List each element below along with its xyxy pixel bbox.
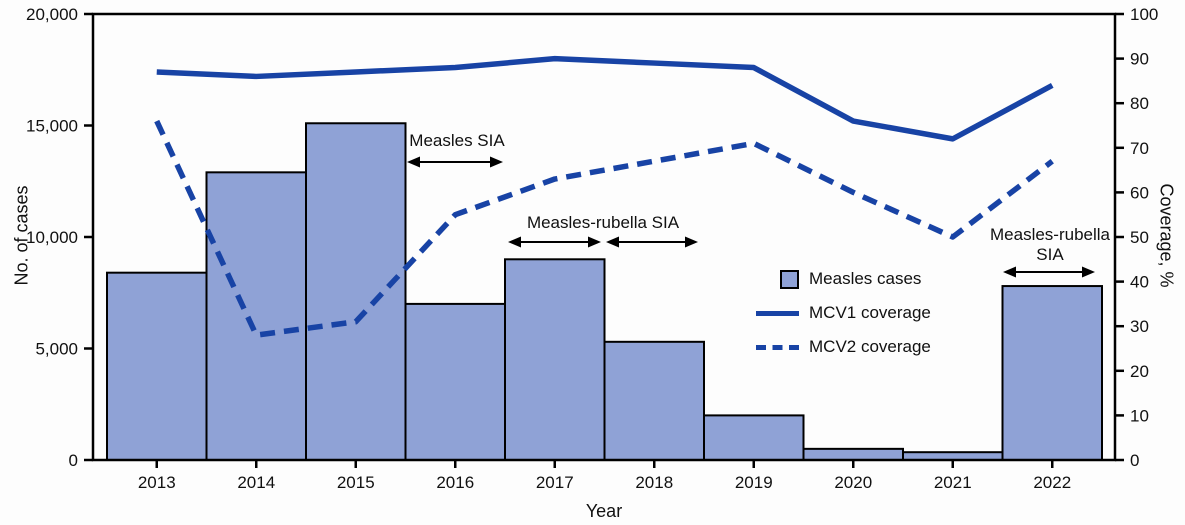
svg-text:15,000: 15,000 (26, 117, 78, 136)
svg-text:2020: 2020 (834, 473, 872, 492)
svg-text:10,000: 10,000 (26, 228, 78, 247)
svg-text:2021: 2021 (934, 473, 972, 492)
measles-cases-swatch-icon (780, 269, 799, 289)
svg-text:30: 30 (1130, 317, 1149, 336)
legend-label: MCV1 coverage (809, 303, 931, 322)
legend-item-mcv2-coverage: MCV2 coverage (756, 330, 931, 364)
svg-text:5,000: 5,000 (35, 340, 78, 359)
svg-text:50: 50 (1130, 228, 1149, 247)
svg-text:2022: 2022 (1033, 473, 1071, 492)
svg-text:2018: 2018 (635, 473, 673, 492)
svg-text:0: 0 (69, 451, 78, 470)
svg-text:80: 80 (1130, 94, 1149, 113)
legend-item-measles-cases: Measles cases (756, 262, 931, 296)
svg-text:10: 10 (1130, 406, 1149, 425)
annotation-measles-rubella-sia-mid: Measles-rubella SIA (526, 213, 680, 232)
chart-legend: Measles cases MCV1 coverage MCV2 coverag… (756, 262, 931, 364)
legend-item-mcv1-coverage: MCV1 coverage (756, 296, 931, 330)
svg-text:2019: 2019 (735, 473, 773, 492)
svg-text:2016: 2016 (436, 473, 474, 492)
legend-label: MCV2 coverage (809, 337, 931, 356)
svg-text:20: 20 (1130, 362, 1149, 381)
svg-text:2015: 2015 (337, 473, 375, 492)
x-axis-title: Year (585, 501, 623, 521)
mcv1-line-swatch-icon (756, 310, 799, 316)
legend-label: Measles cases (809, 269, 922, 288)
svg-text:20,000: 20,000 (26, 5, 78, 24)
annotation-measles-sia: Measles SIA (409, 131, 505, 150)
annotation-measles-rubella-sia-right: Measles-rubella SIA (990, 225, 1110, 264)
svg-text:40: 40 (1130, 273, 1149, 292)
svg-text:60: 60 (1130, 183, 1149, 202)
svg-text:70: 70 (1130, 139, 1149, 158)
svg-text:90: 90 (1130, 50, 1149, 69)
svg-text:2013: 2013 (138, 473, 176, 492)
svg-text:2017: 2017 (536, 473, 574, 492)
y-axis-title-left: No. of cases (11, 185, 32, 286)
mcv2-line-swatch-icon (756, 344, 799, 350)
svg-text:2014: 2014 (237, 473, 275, 492)
svg-text:0: 0 (1130, 451, 1139, 470)
y-axis-title-right: Coverage, % (1156, 183, 1177, 288)
svg-text:100: 100 (1130, 5, 1158, 24)
